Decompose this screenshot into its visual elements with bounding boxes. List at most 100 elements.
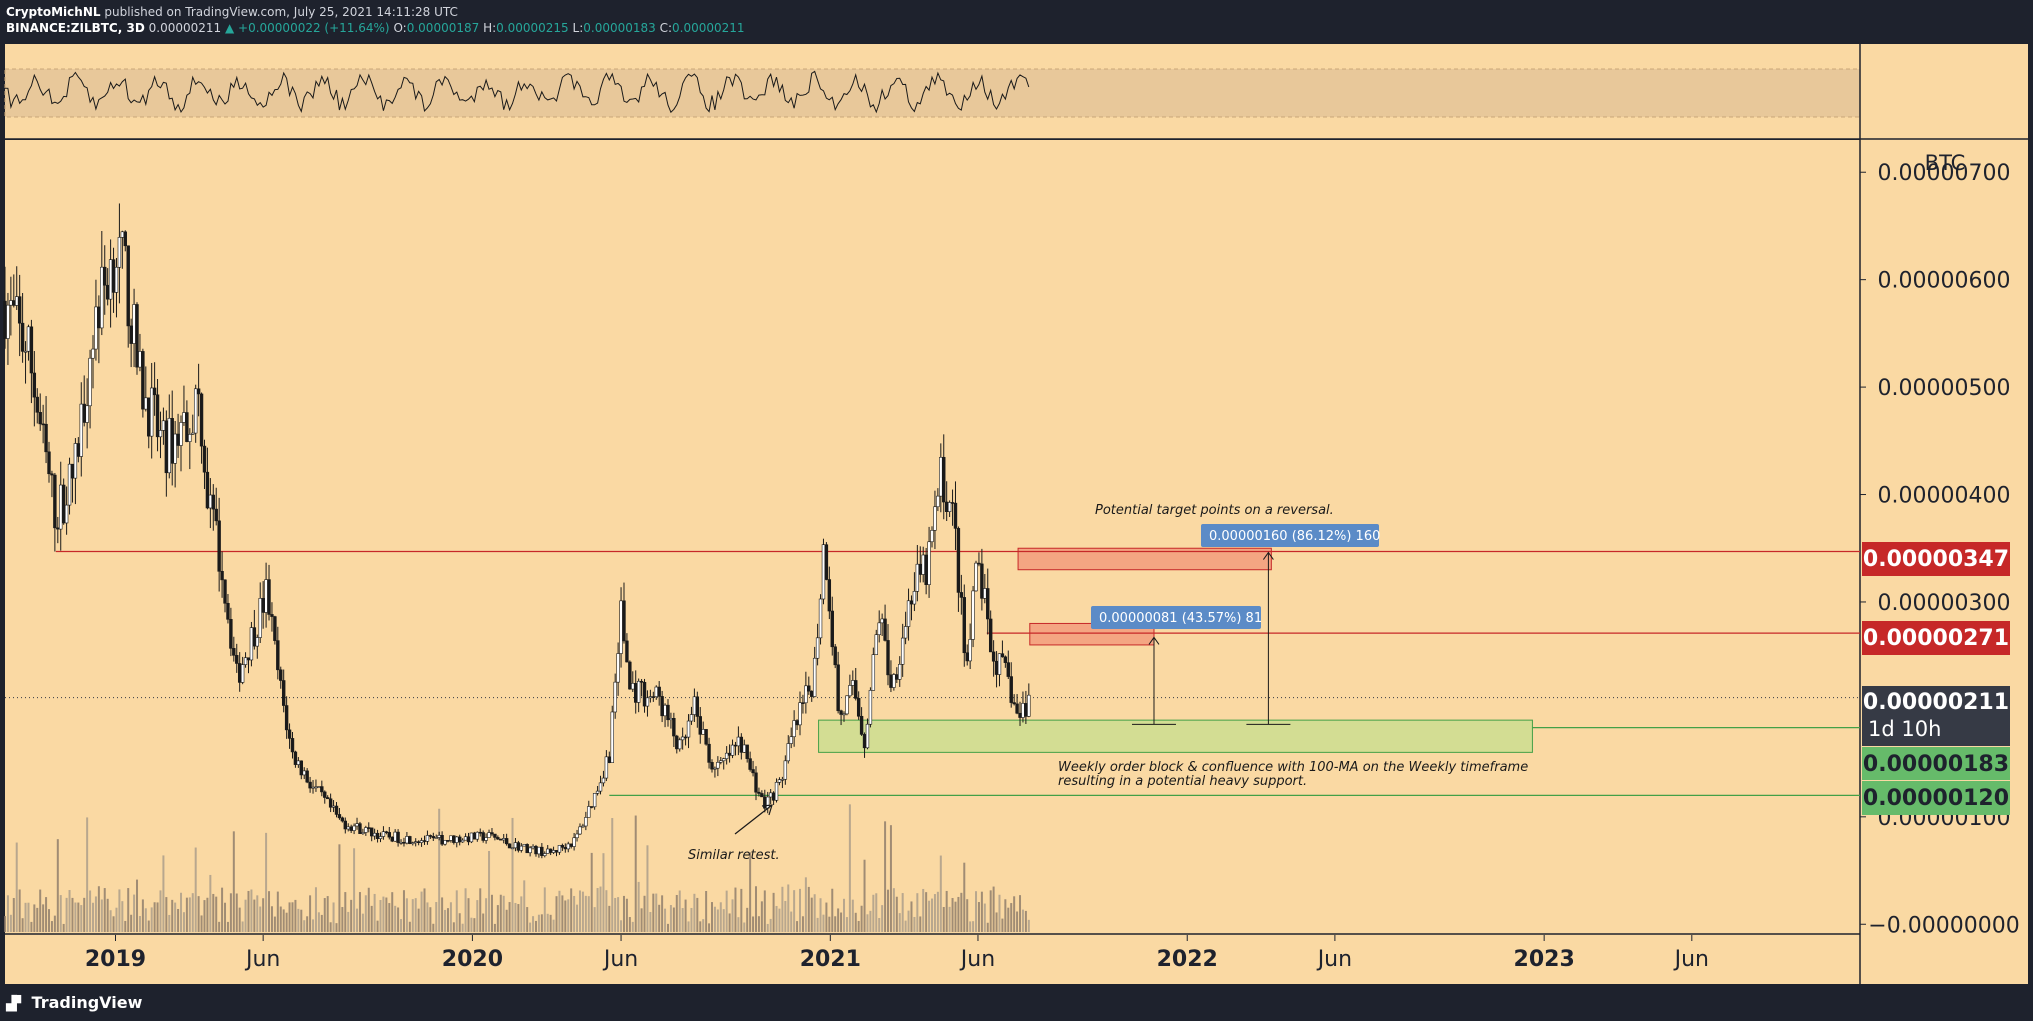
candle-body xyxy=(795,720,799,726)
candle-body xyxy=(396,831,400,843)
volume-bar xyxy=(884,821,887,932)
volume-bar xyxy=(611,818,614,932)
candle-body xyxy=(147,397,151,437)
candle-body xyxy=(1018,712,1022,718)
volume-bar xyxy=(848,804,851,932)
candle-body xyxy=(67,463,72,506)
resistance-2-label[interactable]: 0.00000271 xyxy=(1863,626,2009,651)
candle-body xyxy=(719,760,723,763)
candle-body xyxy=(105,284,110,300)
volume-bar xyxy=(215,896,218,932)
volume-bar xyxy=(989,890,992,932)
last-price-text: 0.00000211 xyxy=(148,21,222,35)
volume-bar xyxy=(200,915,203,932)
resistance-1-label[interactable]: 0.00000347 xyxy=(1863,547,2009,572)
candle-body xyxy=(155,394,160,438)
candle-body xyxy=(724,752,729,760)
volume-bar xyxy=(133,894,136,932)
volume-bar xyxy=(549,914,552,932)
candle-body xyxy=(807,685,811,692)
candle-body xyxy=(290,738,295,753)
volume-bar xyxy=(719,902,722,932)
candle-body xyxy=(534,845,538,855)
candle-body xyxy=(267,579,271,615)
volume-bar xyxy=(872,894,875,932)
candle-body xyxy=(833,646,837,666)
candle-body xyxy=(592,793,597,808)
volume-bar xyxy=(602,853,605,932)
volume-bar xyxy=(540,914,543,932)
volume-bar xyxy=(661,895,664,932)
candle-body xyxy=(499,838,503,841)
volume-bar xyxy=(80,905,83,932)
support-2-label[interactable]: 0.00000120 xyxy=(1863,786,2009,811)
volume-bar xyxy=(435,902,438,932)
volume-bar xyxy=(168,914,171,932)
candle-body xyxy=(862,734,867,749)
candle-body xyxy=(449,835,453,841)
candle-body xyxy=(675,735,679,750)
candle-body xyxy=(722,758,726,762)
candle-body xyxy=(798,702,802,726)
volume-bar xyxy=(100,899,103,932)
volume-bar xyxy=(482,913,485,932)
candle-body xyxy=(604,756,609,779)
volume-bar xyxy=(1010,903,1013,932)
volume-bar xyxy=(614,897,617,932)
volume-bar xyxy=(485,898,488,932)
high-value: 0.00000215 xyxy=(496,21,569,35)
candle-body xyxy=(560,845,565,848)
candle-body xyxy=(983,588,987,599)
volume-bar xyxy=(479,888,482,932)
volume-bar xyxy=(203,900,206,932)
author-name[interactable]: CryptoMichNL xyxy=(6,5,101,19)
volume-bar xyxy=(171,899,174,932)
candle-body xyxy=(868,690,873,725)
volume-bar xyxy=(385,897,388,932)
candle-body xyxy=(170,418,174,464)
support-note-line2: resulting in a potential heavy support. xyxy=(1058,774,1307,789)
candle-body xyxy=(768,792,773,798)
candle-body xyxy=(76,443,81,457)
symbol-label[interactable]: BINANCE:ZILBTC, 3D xyxy=(6,21,145,35)
candle-body xyxy=(493,833,497,838)
candle-body xyxy=(416,841,421,843)
x-tick-label: 2022 xyxy=(1157,947,1218,972)
volume-bar xyxy=(505,909,508,932)
support-1-label[interactable]: 0.00000183 xyxy=(1863,752,2009,777)
candle-body xyxy=(842,713,846,716)
candle-body xyxy=(364,827,368,833)
candle-body xyxy=(331,805,336,808)
volume-bar xyxy=(529,922,532,932)
volume-bar xyxy=(939,855,942,932)
candle-body xyxy=(812,657,817,697)
volume-bar xyxy=(845,917,848,932)
candle-body xyxy=(167,418,171,474)
oscillator-line xyxy=(4,70,1030,114)
last-price-label[interactable]: 0.00000211 xyxy=(1863,690,2009,715)
candle-body xyxy=(408,836,412,844)
volume-bar xyxy=(12,898,15,932)
volume-bar xyxy=(417,908,420,932)
volume-bar xyxy=(828,916,831,932)
tradingview-logo[interactable]: ▟▘ TradingView xyxy=(6,993,142,1012)
resistance-2-label-bg xyxy=(1862,621,2010,655)
volume-bar xyxy=(622,895,625,932)
x-tick-label: 2023 xyxy=(1514,947,1575,972)
volume-bar xyxy=(775,905,778,932)
candle-body xyxy=(903,626,908,639)
volume-bar xyxy=(948,906,951,932)
volume-bar xyxy=(804,877,807,932)
volume-bar xyxy=(288,902,291,932)
candle-body xyxy=(191,432,195,435)
candle-body xyxy=(123,231,127,247)
candle-body xyxy=(56,527,60,530)
candle-body xyxy=(801,702,805,704)
candle-body xyxy=(44,423,48,453)
candle-body xyxy=(422,840,427,842)
volume-bar xyxy=(174,902,177,932)
volume-bar xyxy=(822,914,825,932)
candle-body xyxy=(727,752,732,756)
volume-bar xyxy=(458,913,461,932)
